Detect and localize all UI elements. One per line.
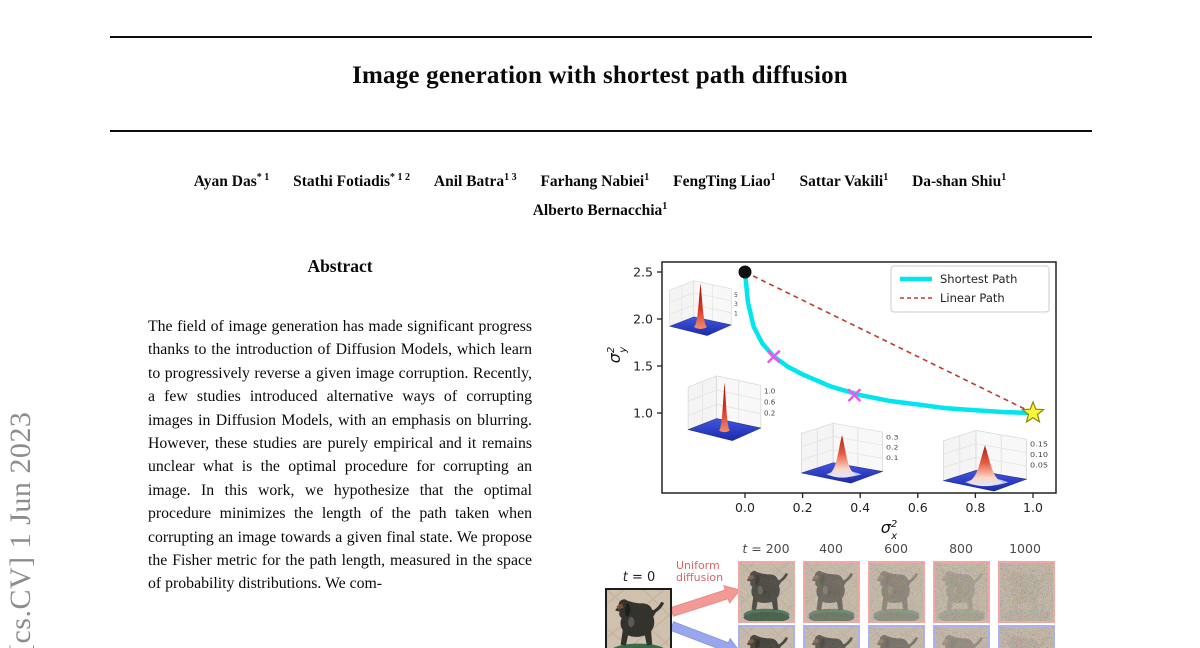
inset-ztick: 1 bbox=[734, 311, 738, 318]
uniform-noisy-image-t1000 bbox=[998, 561, 1055, 623]
author: Da-shan Shiu1 bbox=[912, 172, 1007, 191]
page-title: Image generation with shortest path diff… bbox=[352, 62, 848, 89]
inset-ztick: 0.05 bbox=[1030, 461, 1048, 469]
sigma-path-chart: 5 3 1 1.0 0.6 0.2 0.3 0.2 0.1 bbox=[605, 261, 1057, 542]
plot-frame bbox=[661, 261, 1057, 494]
author: Sattar Vakili1 bbox=[799, 172, 889, 191]
uniform-noisy-image-t800 bbox=[933, 561, 990, 623]
author: Stathi Fotiadis* 1 2 bbox=[293, 172, 411, 191]
inset-3d-4: 0.15 0.10 0.05 bbox=[942, 429, 1048, 492]
goal-star-marker bbox=[1020, 400, 1046, 424]
x-tick-label: 0.8 bbox=[965, 500, 985, 515]
y-tick-label: 2.5 bbox=[633, 265, 653, 280]
corruption-figure: t = 0 Uniform diffusion t = 200 400 600 … bbox=[600, 538, 1100, 648]
author-line-2: Alberto Bernacchia1 bbox=[0, 194, 1200, 223]
x-tick-label: 0.4 bbox=[850, 500, 870, 515]
inset-3d-1: 5 3 1 bbox=[669, 280, 738, 336]
shortest-path-diffusion-arrow bbox=[669, 621, 738, 648]
y-axis-label: σ2y bbox=[605, 346, 629, 364]
legend-label-linear: Linear Path bbox=[940, 291, 1005, 305]
x-axis-label: σ2 x bbox=[881, 518, 898, 542]
author: Anil Batra1 3 bbox=[433, 172, 517, 191]
author: Ayan Das* 1 bbox=[193, 172, 270, 191]
x-tick-label: 1.0 bbox=[1023, 500, 1043, 515]
title-rule-top bbox=[110, 36, 1092, 38]
shortest-path-curve bbox=[742, 269, 1036, 416]
author: Alberto Bernacchia1 bbox=[532, 201, 668, 220]
shortestpath-noisy-image-t400 bbox=[803, 625, 860, 648]
clean-image-t0 bbox=[605, 588, 672, 648]
x-tick-label: 0.6 bbox=[908, 500, 928, 515]
shortestpath-noisy-image-t600 bbox=[868, 625, 925, 648]
inset-ztick: 5 bbox=[734, 292, 738, 299]
timestep-label: 600 bbox=[884, 541, 908, 556]
timestep-label: 1000 bbox=[1009, 541, 1041, 556]
title-rule-bottom bbox=[110, 130, 1092, 132]
inset-ztick: 1.0 bbox=[764, 386, 776, 395]
uniform-noisy-image-t200 bbox=[738, 561, 795, 623]
inset-3d-3: 0.3 0.2 0.1 bbox=[800, 422, 899, 484]
shortestpath-noisy-image-t800 bbox=[933, 625, 990, 648]
x-tick-label: 0.0 bbox=[735, 500, 755, 515]
timestep-label: 800 bbox=[949, 541, 973, 556]
waypoint-x-marker bbox=[847, 388, 862, 402]
inset-ztick: 3 bbox=[734, 301, 738, 308]
t0-label: t = 0 bbox=[622, 570, 656, 585]
inset-ztick: 0.3 bbox=[886, 433, 899, 441]
timestep-label: 400 bbox=[819, 541, 843, 556]
author-list: Ayan Das* 1 Stathi Fotiadis* 1 2 Anil Ba… bbox=[0, 165, 1200, 223]
arxiv-stamp: [cs.CV] 1 Jun 2023 bbox=[4, 411, 37, 648]
y-tick-label: 1.5 bbox=[633, 359, 653, 374]
waypoint-x-marker bbox=[766, 349, 781, 364]
author-line-1: Ayan Das* 1 Stathi Fotiadis* 1 2 Anil Ba… bbox=[0, 165, 1200, 194]
inset-ztick: 0.6 bbox=[764, 397, 776, 406]
inset-ztick: 0.2 bbox=[764, 408, 775, 417]
author: FengTing Liao1 bbox=[673, 172, 776, 191]
uniform-noisy-image-t400 bbox=[803, 561, 860, 623]
inset-ztick: 0.1 bbox=[886, 453, 899, 461]
inset-ztick: 0.2 bbox=[886, 443, 899, 451]
legend-label-shortest: Shortest Path bbox=[940, 272, 1017, 286]
legend: Shortest Path Linear Path bbox=[890, 265, 1050, 313]
figure-1: 5 3 1 1.0 0.6 0.2 0.3 0.2 0.1 bbox=[600, 250, 1100, 550]
y-tick-label: 2.0 bbox=[633, 312, 653, 327]
shortestpath-noisy-image-t1000 bbox=[998, 625, 1055, 648]
shortestpath-noisy-image-t200 bbox=[738, 625, 795, 648]
inset-ztick: 0.15 bbox=[1030, 440, 1048, 448]
abstract-text: The field of image generation has made s… bbox=[148, 318, 532, 593]
author: Farhang Nabiei1 bbox=[540, 172, 650, 191]
start-point-marker bbox=[738, 265, 752, 279]
timestep-label: t = 200 bbox=[742, 541, 790, 556]
uniform-diffusion-arrow bbox=[669, 584, 741, 617]
uniform-noisy-image-t600 bbox=[868, 561, 925, 623]
x-tick-label: 0.2 bbox=[793, 500, 813, 515]
abstract-heading: Abstract bbox=[307, 256, 373, 276]
inset-ztick: 0.10 bbox=[1030, 451, 1048, 459]
inset-3d-2: 1.0 0.6 0.2 bbox=[687, 375, 776, 441]
y-tick-label: 1.0 bbox=[633, 406, 653, 421]
uniform-diffusion-label: Uniform diffusion bbox=[676, 559, 724, 584]
